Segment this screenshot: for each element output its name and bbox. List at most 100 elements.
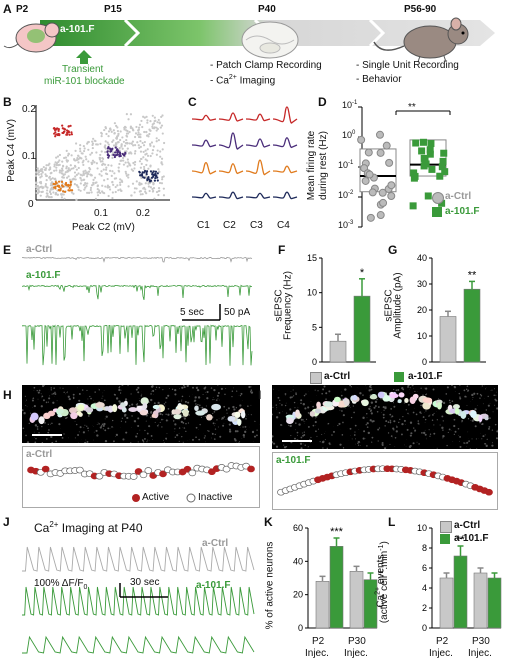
c-waveform — [218, 163, 244, 175]
noise — [121, 417, 124, 419]
noise — [165, 437, 168, 440]
noise — [174, 428, 176, 430]
b-point — [142, 156, 145, 159]
noise — [349, 385, 352, 387]
noise — [409, 386, 410, 388]
b-cluster-point — [68, 186, 71, 189]
noise — [392, 402, 394, 404]
b-cluster-point — [143, 176, 146, 179]
cell-soma — [176, 404, 185, 410]
noise — [86, 389, 88, 391]
noise — [481, 422, 484, 426]
b-cluster-point — [53, 127, 56, 130]
noise — [339, 443, 342, 446]
noise — [150, 398, 153, 402]
noise — [155, 386, 158, 388]
noise — [243, 436, 245, 438]
b-point — [90, 191, 93, 194]
noise — [56, 400, 58, 402]
noise — [401, 387, 404, 390]
noise — [216, 394, 219, 397]
b-point — [128, 130, 131, 134]
noise — [288, 424, 290, 426]
c-waveform — [245, 138, 271, 148]
b-point — [148, 189, 151, 193]
b-point — [145, 131, 148, 134]
noise — [150, 410, 153, 413]
b-point — [138, 183, 141, 186]
noise — [401, 422, 404, 426]
noise — [365, 387, 367, 389]
noise — [203, 387, 206, 390]
b-point — [46, 189, 49, 192]
noise — [122, 401, 124, 402]
noise — [83, 427, 85, 429]
l-group-injec-1: Injec. — [429, 648, 453, 659]
d-point — [426, 146, 434, 154]
b-point — [77, 188, 80, 191]
b-point — [91, 140, 94, 143]
noise — [459, 435, 462, 438]
b-point — [116, 129, 120, 133]
noise — [485, 444, 488, 447]
noise — [411, 385, 414, 387]
noise — [181, 386, 184, 389]
noise — [210, 387, 213, 389]
bar — [487, 577, 502, 629]
noise — [451, 400, 454, 403]
b-point — [84, 186, 87, 189]
noise — [448, 428, 451, 431]
b-cluster-point — [110, 148, 113, 151]
noise — [93, 399, 94, 401]
noise — [135, 388, 138, 391]
noise — [37, 398, 39, 400]
h-legend-inactive: Inactive — [198, 492, 233, 503]
noise — [321, 440, 325, 444]
tick-label: 10 — [417, 523, 427, 533]
b-cluster-point — [155, 174, 158, 177]
tick-label: 0 — [312, 357, 317, 367]
noise — [342, 447, 345, 449]
noise — [286, 412, 288, 414]
noise — [394, 437, 397, 439]
b-cluster-point — [156, 172, 159, 175]
b-point — [95, 162, 98, 165]
b-point — [51, 188, 55, 191]
b-point — [160, 157, 164, 160]
noise — [233, 437, 236, 441]
b-point — [149, 165, 152, 168]
b-point — [87, 160, 90, 163]
noise — [62, 387, 64, 389]
noise — [473, 392, 476, 395]
noise — [461, 419, 464, 422]
cell-soma — [452, 404, 460, 410]
b-point — [142, 144, 146, 147]
b-point — [131, 127, 134, 130]
noise — [491, 389, 493, 391]
d-point — [441, 168, 449, 176]
bar — [349, 571, 364, 629]
noise — [250, 414, 252, 416]
noise — [489, 403, 491, 404]
b-cluster-point — [115, 149, 118, 152]
noise — [362, 437, 365, 440]
b-point — [82, 159, 85, 162]
noise — [24, 395, 26, 397]
b-point — [94, 181, 97, 185]
b-point — [50, 181, 54, 184]
b-point — [68, 178, 72, 181]
noise — [492, 411, 494, 413]
b-point — [46, 194, 49, 197]
noise — [496, 429, 498, 431]
b-cluster-point — [55, 128, 58, 131]
b-cluster-point — [106, 147, 110, 150]
noise — [182, 421, 185, 424]
tick-label: 4 — [422, 583, 427, 593]
b-point — [153, 116, 156, 119]
b-point — [82, 163, 85, 167]
noise — [371, 436, 374, 439]
b-point — [92, 181, 95, 184]
noise — [332, 430, 335, 433]
noise — [245, 417, 247, 420]
b-point — [100, 135, 103, 138]
